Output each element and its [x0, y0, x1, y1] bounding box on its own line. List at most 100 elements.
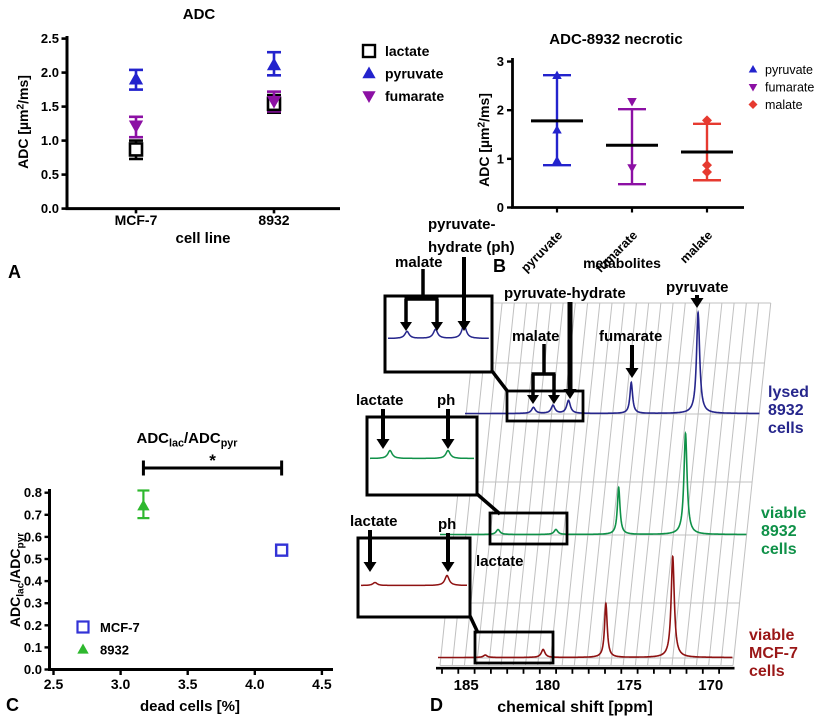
spectrum-side-label: 8932: [768, 402, 804, 419]
legend-marker-pyruvate: [748, 65, 758, 73]
legend-marker-fumarate: [748, 83, 758, 92]
grid-line-slant: [695, 302, 735, 666]
y-tick-label: 2: [497, 103, 504, 118]
arrow-head: [563, 389, 577, 399]
x-tick-label: 175: [617, 677, 642, 694]
inset-trace: [361, 574, 467, 587]
y-tick-label: 0: [497, 200, 504, 215]
data-point-fumarate: [266, 96, 282, 109]
arrow-head: [690, 298, 704, 308]
zoom-source-rect: [488, 511, 569, 546]
data-point-fumarate: [128, 120, 144, 134]
y-tick-label: 0.1: [24, 640, 42, 655]
spectrum-side-label: cells: [768, 420, 804, 437]
panel-a-letter: A: [8, 262, 21, 282]
legend-label: lactate: [385, 43, 430, 59]
panel-b-yaxis-label: ADC [µm2/ms]: [476, 93, 492, 187]
data-point-MCF-7: [274, 543, 289, 557]
x-tick-label: 2.5: [44, 676, 64, 692]
data-point-pyruvate: [266, 57, 282, 71]
grid-line-slant: [610, 302, 650, 666]
y-tick-label: 0.5: [41, 167, 59, 182]
x-tick-label: 180: [535, 677, 560, 694]
inset-peak-label: ph: [438, 516, 456, 533]
legend-marker-malate: [748, 100, 758, 109]
category-label: MCF-7: [115, 212, 158, 228]
x-tick-label: 170: [698, 677, 723, 694]
arrow-head: [527, 395, 539, 404]
inset-trace: [388, 323, 489, 340]
panel-a: ADC cell line A 0.0 0.5 1.0 1.5 2.0 2.5 ADC [µ…: [8, 6, 444, 282]
y-tick-label: 3: [497, 54, 504, 69]
category-label: pyruvate: [518, 228, 565, 275]
arrow-head: [376, 439, 390, 449]
x-tick-label: 185: [454, 677, 479, 694]
spectrum-side-label: viable: [761, 505, 806, 522]
sig-star: *: [209, 451, 216, 470]
y-tick-label: 0.4: [24, 574, 43, 589]
data-point-lactate: [128, 142, 144, 157]
y-tick-label: 1.5: [41, 99, 59, 114]
legend-label: MCF-7: [100, 620, 140, 635]
inset-peak-label: lactate: [350, 513, 398, 530]
data-point-pyruvate: [552, 70, 562, 80]
panel-d-xaxis-label: chemical shift [ppm]: [497, 699, 653, 716]
spectrum-side-label: cells: [761, 541, 797, 558]
spectrum-side-label: MCF-7: [749, 645, 798, 662]
y-tick-label: 0.7: [24, 507, 42, 522]
inset-box: [356, 536, 472, 619]
category-label: 8932: [258, 212, 289, 228]
panel-a-yaxis-label: ADC [µm2/ms]: [15, 75, 31, 169]
panel-d: chemical shift [ppm] D lactate ph lactate p…: [350, 216, 809, 716]
annotation-label: malate: [395, 254, 443, 271]
legend-marker-fumarate: [362, 91, 376, 103]
arrow-head: [457, 321, 471, 331]
y-tick-label: 0.5: [24, 552, 42, 567]
grid-line-slant: [671, 302, 711, 666]
legend-marker-MCF-7: [76, 620, 90, 634]
inset-peak-label: ph: [437, 392, 455, 409]
grid-line-slant: [488, 302, 528, 666]
panel-a-title: ADC: [183, 6, 216, 23]
x-tick-label: 3.5: [178, 676, 198, 692]
y-tick-label: 1: [497, 151, 504, 166]
panel-b-letter: B: [493, 256, 506, 276]
y-tick-label: 0.0: [24, 662, 42, 677]
inset-trace: [370, 449, 474, 460]
inset-peak-label: lactate: [356, 392, 404, 409]
panel-d-letter: D: [430, 695, 443, 715]
arrow-head: [441, 439, 455, 449]
arrow-head: [363, 562, 377, 572]
legend-label: fumarate: [765, 81, 814, 95]
grid-line-slant: [647, 302, 686, 666]
spectrum-side-label: lysed: [768, 384, 809, 401]
connector-line: [468, 615, 480, 634]
panel-b-xaxis-label: metabolites: [583, 255, 661, 271]
panel-c-letter: C: [6, 695, 19, 715]
legend-label: 8932: [100, 643, 129, 658]
connector-line: [475, 492, 502, 516]
legend-marker-8932: [77, 643, 89, 654]
legend-label: fumarate: [385, 88, 444, 104]
panel-b: ADC-8932 necrotic metabolites B 0 1 2 3 ADC …: [476, 31, 814, 276]
y-tick-label: 2.0: [41, 65, 59, 80]
category-label: malate: [677, 228, 715, 266]
y-tick-label: 1.0: [41, 133, 59, 148]
arrow-head: [625, 368, 639, 378]
x-tick-label: 3.0: [111, 676, 131, 692]
annotation-label: malate: [512, 328, 560, 345]
x-tick-label: 4.0: [245, 676, 265, 692]
data-point-8932: [137, 499, 150, 511]
grid-line-slant: [659, 302, 698, 666]
spectrum-side-label: 8932: [761, 523, 797, 540]
data-point-fumarate: [627, 164, 637, 173]
legend-marker-lactate: [361, 43, 377, 59]
panel-c-title: ADClac/ADCpyr: [137, 430, 239, 449]
grid-line-slant: [708, 302, 747, 666]
legend-label: pyruvate: [765, 63, 813, 77]
spectrum-viable-8932-cells: [440, 430, 747, 536]
annotation-label: lactate: [476, 553, 524, 570]
arrow-head: [441, 562, 455, 572]
data-point-pyruvate: [552, 155, 562, 165]
panel-c: dead cells [%] C 0.0 0.1 0.2 0.3 0.4 0.5 0.6 0.…: [6, 430, 333, 715]
